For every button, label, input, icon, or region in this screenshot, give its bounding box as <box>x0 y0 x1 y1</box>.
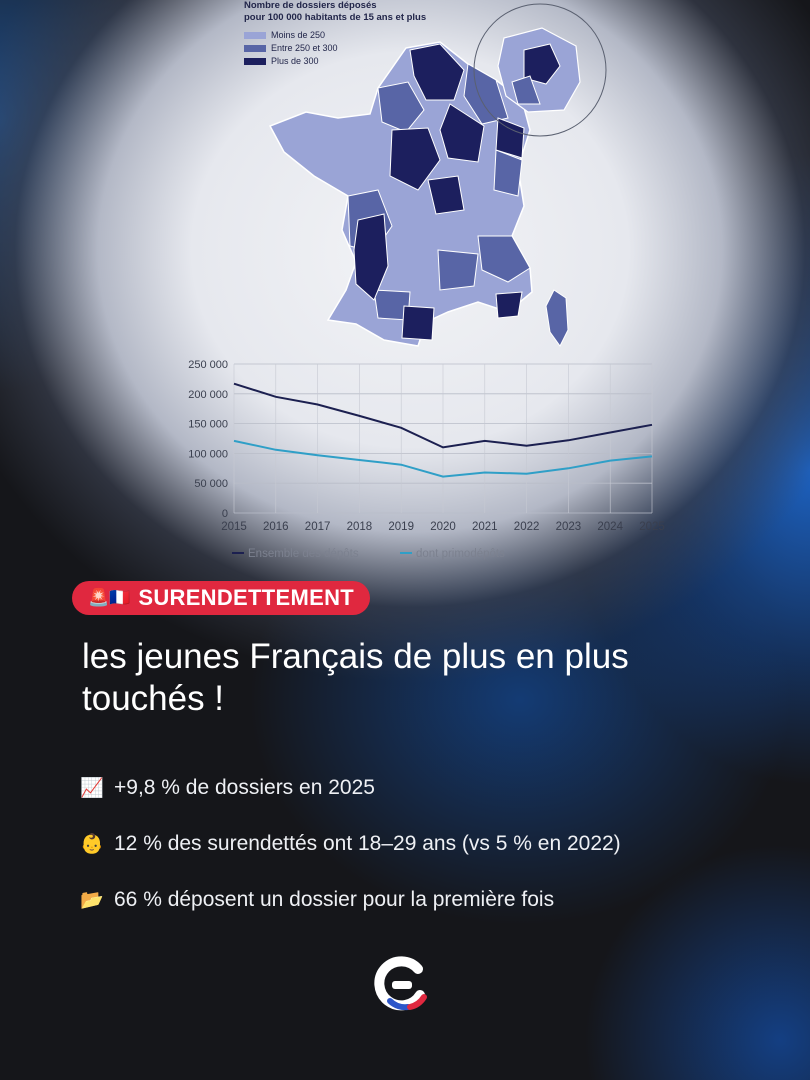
bullet-item: 📂 66 % déposent un dossier pour la premi… <box>80 872 780 928</box>
map-legend-entry-mid: Entre 250 et 300 <box>244 42 504 54</box>
x-tick-label: 2022 <box>514 521 540 533</box>
map-legend: Nombre de dossiers déposés pour 100 000 … <box>244 0 504 67</box>
map-region-high <box>495 291 523 319</box>
map-legend-swatch-low <box>244 31 266 39</box>
y-tick-label: 250 000 <box>188 359 228 371</box>
bullet-item: 📈 +9,8 % de dossiers en 2025 <box>80 760 780 816</box>
map-region-high <box>427 175 465 215</box>
map-region-high <box>495 117 525 159</box>
x-tick-label: 2025 <box>639 521 665 533</box>
legend-label-1: Ensemble des dépôts <box>248 548 359 560</box>
bullet-list: 📈 +9,8 % de dossiers en 2025 👶 12 % des … <box>80 760 780 928</box>
x-tick-label: 2023 <box>556 521 582 533</box>
y-tick-label: 200 000 <box>188 389 228 401</box>
y-tick-label: 50 000 <box>194 478 228 490</box>
map-region-mid <box>377 81 425 133</box>
y-tick-label: 100 000 <box>188 448 228 460</box>
map-legend-label-mid: Entre 250 et 300 <box>271 43 338 53</box>
series-line-1 <box>233 382 653 449</box>
bullet-text: +9,8 % de dossiers en 2025 <box>114 776 375 799</box>
map-legend-label-low: Moins de 250 <box>271 30 326 40</box>
legend-label-2: dont primodépôts <box>416 548 505 560</box>
x-tick-label: 2016 <box>263 521 289 533</box>
figure-panel: Nombre de dossiers déposés pour 100 000 … <box>178 0 668 575</box>
bullet-text: 66 % déposent un dossier pour la premièr… <box>114 888 555 911</box>
y-tick-label: 150 000 <box>188 419 228 431</box>
map-legend-entry-low: Moins de 250 <box>244 29 504 41</box>
folder-icon: 📂 <box>80 890 104 911</box>
siren-flag-icon: 🚨🇫🇷 <box>88 588 131 608</box>
map-region-mid <box>477 235 531 283</box>
x-tick-label: 2024 <box>597 521 623 533</box>
series-line-2 <box>233 439 653 478</box>
map-idf-inset-mid <box>511 75 541 105</box>
line-chart: 0 50 000 100 000 150 000 200 000 250 000 2015 2… <box>188 359 665 560</box>
x-tick-label: 2020 <box>430 521 456 533</box>
category-badge: 🚨🇫🇷 SURENDETTEMENT <box>72 581 370 615</box>
map-legend-entry-high: Plus de 300 <box>244 55 504 67</box>
map-legend-swatch-mid <box>244 44 266 52</box>
x-tick-label: 2021 <box>472 521 498 533</box>
france-map <box>268 3 607 347</box>
map-region-high <box>401 305 435 341</box>
map-region-mid <box>437 249 479 291</box>
x-tick-label: 2018 <box>347 521 373 533</box>
map-idf-inset-high <box>523 43 561 85</box>
map-region-high <box>409 43 465 101</box>
map-legend-title-line2: pour 100 000 habitants de 15 ans et plus <box>244 12 427 23</box>
baby-icon: 👶 <box>80 834 104 855</box>
map-region-high <box>353 213 389 301</box>
badge-label: SURENDETTEMENT <box>138 585 354 610</box>
headline: les jeunes Français de plus en plus touc… <box>82 637 629 718</box>
map-legend-swatch-high <box>244 57 266 65</box>
map-corsica <box>545 289 569 347</box>
y-tick-label: 0 <box>222 508 228 520</box>
chart-up-icon: 📈 <box>80 778 104 799</box>
bullet-item: 👶 12 % des surendettés ont 18–29 ans (vs… <box>80 816 780 872</box>
map-legend-label-high: Plus de 300 <box>271 56 319 66</box>
x-tick-label: 2017 <box>305 521 331 533</box>
bullet-text: 12 % des surendettés ont 18–29 ans (vs 5… <box>114 832 621 855</box>
x-tick-label: 2015 <box>221 521 247 533</box>
brand-logo-icon <box>374 956 427 1011</box>
map-region-high <box>389 127 441 191</box>
map-legend-title-line1: Nombre de dossiers déposés <box>244 0 377 11</box>
map-idf-inset-circle <box>473 3 607 137</box>
map-region-high <box>439 103 485 163</box>
x-tick-label: 2019 <box>388 521 414 533</box>
map-region-mid <box>493 149 523 197</box>
